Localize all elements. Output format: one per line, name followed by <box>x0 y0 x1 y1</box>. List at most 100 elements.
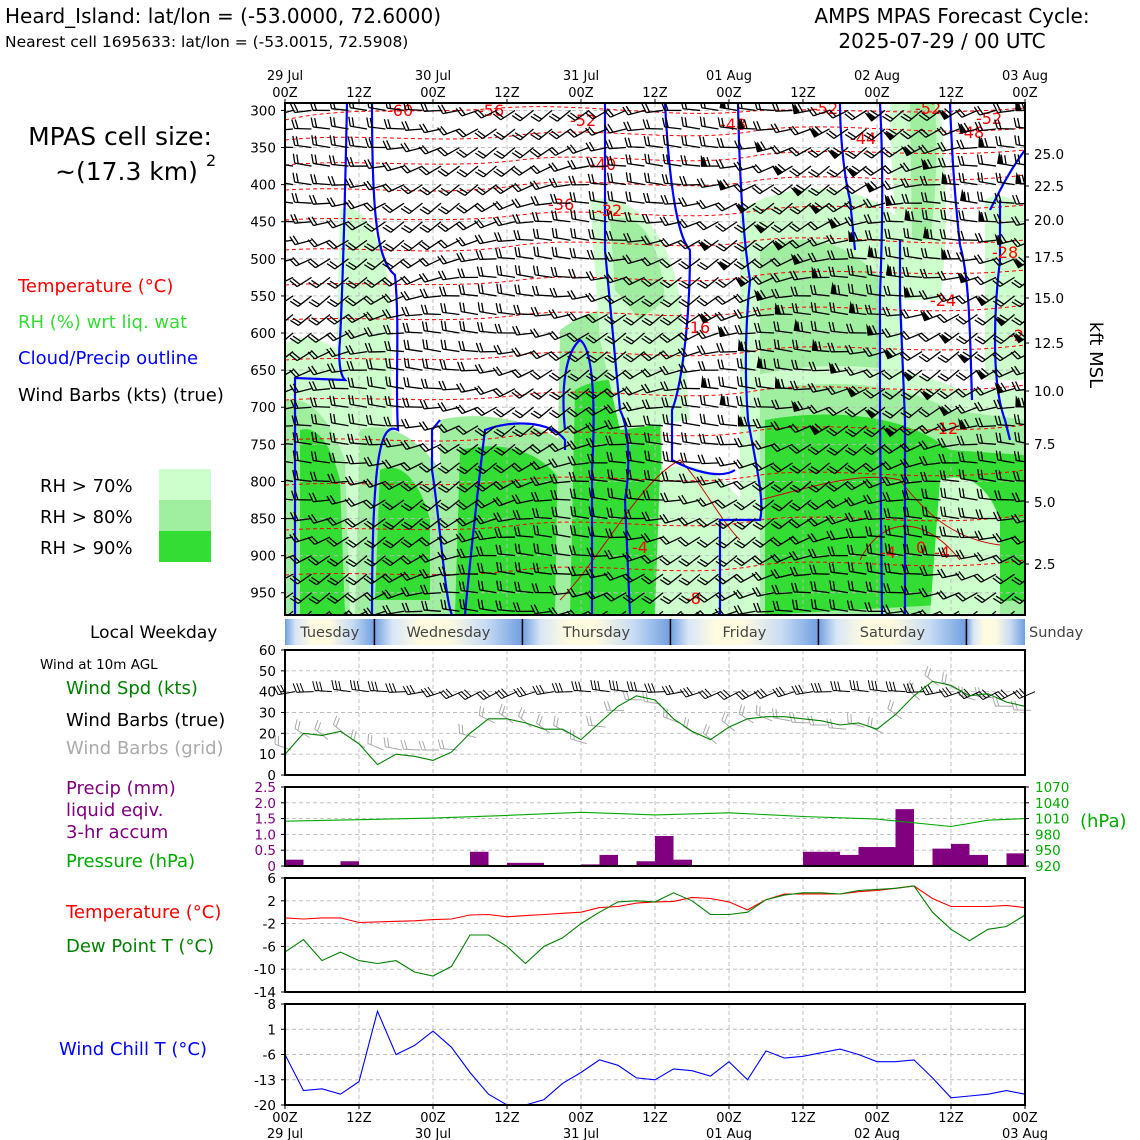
wind-barb <box>363 311 386 322</box>
wind-barb <box>662 135 682 149</box>
wind-barb <box>418 462 442 473</box>
wind-barb <box>567 566 590 577</box>
wind-barb <box>881 388 904 400</box>
wind-barb <box>420 686 444 698</box>
wind-barb <box>585 332 608 344</box>
wind-barb <box>364 258 386 271</box>
kft-axis-label: kft MSL <box>1085 322 1106 388</box>
wind-barb <box>474 462 497 475</box>
wind-barb <box>807 548 830 559</box>
wind-barb <box>681 413 701 427</box>
wind-barb <box>382 258 405 270</box>
wind-barb <box>788 423 812 434</box>
wind-barb <box>807 715 828 726</box>
wind-barb <box>642 119 664 130</box>
wind-barb <box>363 573 386 585</box>
wind-barb <box>493 344 516 355</box>
wind-barb <box>440 302 460 316</box>
wind-barb <box>383 737 403 751</box>
precip-bar <box>525 862 544 866</box>
wind-barb <box>920 545 941 557</box>
wind-barb <box>978 209 997 223</box>
wind-barb <box>381 480 405 491</box>
wind-barb <box>660 592 682 605</box>
wind-barb <box>585 422 608 432</box>
wind-barb <box>474 385 497 396</box>
wind-barb <box>807 221 830 231</box>
wind-barb <box>514 543 534 557</box>
wind-barb <box>920 471 941 483</box>
wind-barb <box>625 154 645 167</box>
wind-barb <box>568 175 590 186</box>
wind-barb <box>754 376 775 390</box>
wind-barb <box>793 318 812 334</box>
wind-barb <box>789 499 812 512</box>
wind-barb <box>955 294 978 305</box>
wind-barb <box>571 681 592 693</box>
wind-barb <box>364 536 386 549</box>
wind-barb <box>771 288 793 299</box>
wind-barb <box>733 258 756 270</box>
wind-barb <box>437 165 460 177</box>
wind-barb <box>993 313 1015 327</box>
wind-barb <box>566 424 590 434</box>
wind-barb <box>772 600 793 612</box>
wind-barb <box>548 128 571 140</box>
wind-barb <box>702 724 717 745</box>
wind-barb <box>641 313 664 326</box>
wind-barb <box>622 573 645 583</box>
wind-barb <box>810 581 830 594</box>
pressure-tick-label: 300 <box>250 103 276 119</box>
wind-barb <box>679 379 701 390</box>
wind-barb <box>346 360 368 371</box>
wind-barb <box>570 228 590 241</box>
wind-barb <box>641 295 664 307</box>
pressure-tick-label: 1010 <box>1035 812 1069 828</box>
wind-barb <box>439 582 460 594</box>
wind-barb <box>419 399 442 410</box>
wind-barb <box>737 338 756 353</box>
wind-barb <box>828 562 849 575</box>
wind-barb <box>733 183 756 193</box>
wind-barb <box>937 351 960 363</box>
wind-barb <box>901 144 923 157</box>
wind-barb <box>604 313 627 325</box>
wind-barb <box>696 345 719 356</box>
wind-barb <box>919 268 941 279</box>
wind-barb <box>751 164 775 174</box>
wind-barb <box>884 525 904 538</box>
wind-barb <box>400 202 423 215</box>
wind-barb <box>973 401 997 412</box>
wind-barb <box>844 344 867 355</box>
wind-barb <box>475 165 497 178</box>
wind-barb <box>437 146 460 157</box>
wind-barb <box>566 440 590 450</box>
wind-barb <box>551 682 573 693</box>
wind-barb <box>881 180 904 191</box>
wind-barb <box>474 514 497 525</box>
wind-barb <box>458 581 479 594</box>
wind-barb <box>529 349 553 360</box>
wind-barb <box>678 592 701 604</box>
wind-barb <box>285 351 294 363</box>
cell-size-sup: 2 <box>206 151 216 170</box>
wind-barb <box>845 443 867 456</box>
wind-barb <box>862 198 886 209</box>
wind-barb <box>345 258 368 271</box>
wind-barb <box>329 413 349 427</box>
wind-barb <box>626 681 647 693</box>
wind-barb <box>419 480 442 493</box>
wind-barb <box>640 383 664 394</box>
wind-barb <box>662 451 682 464</box>
wind-barb <box>956 528 978 539</box>
wind-barb <box>549 388 571 401</box>
pressure-tick-label: 550 <box>250 289 276 305</box>
wind-barb <box>548 369 571 382</box>
cross-section-panel: -60 -56 -52 -48 -52 -52 -44 -48 -52 -40 … <box>250 102 1106 616</box>
wind-barb <box>919 175 941 186</box>
precip-bar <box>895 809 914 866</box>
wind-barb <box>455 517 479 527</box>
windchill-line <box>284 1009 1026 1106</box>
wind-barb <box>920 247 941 260</box>
wind-barb <box>419 499 442 512</box>
